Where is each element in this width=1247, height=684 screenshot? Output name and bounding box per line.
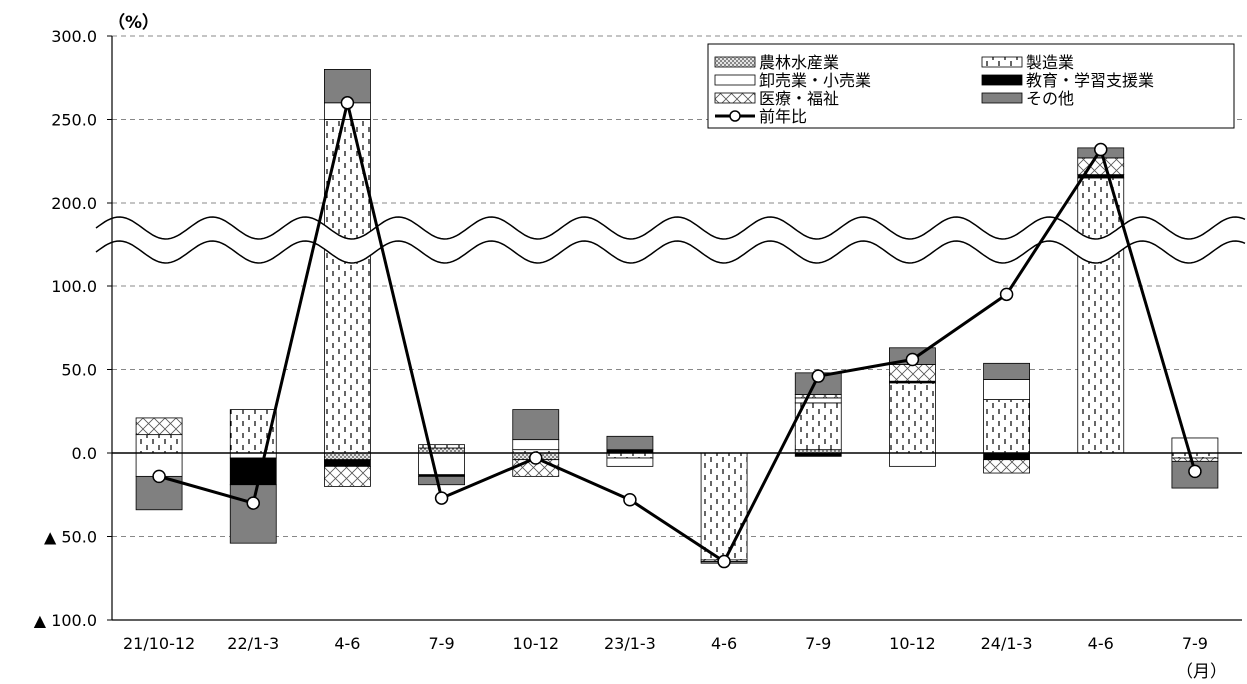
- bar-segment: [889, 452, 936, 467]
- y-tick-label: 0.0: [72, 444, 97, 463]
- bar-segment: [794, 397, 842, 404]
- bar-segment: [983, 459, 1030, 474]
- line-point: [717, 554, 731, 569]
- bar-segment: [1171, 457, 1219, 462]
- legend-swatch: [714, 56, 756, 68]
- yoy-line: [152, 96, 1202, 569]
- bar-segment: [606, 452, 654, 459]
- tick-labels: ▲ 100.0 ▲ 50.0 0.0 50.0 100.0 200.0 250.0 300.0…: [34, 27, 1208, 653]
- line-point: [623, 493, 637, 507]
- axes: [107, 35, 1242, 621]
- bar-segment: [1077, 177, 1125, 454]
- line-point: [246, 496, 260, 510]
- bar-segment: [324, 452, 371, 461]
- line-point: [811, 369, 825, 383]
- legend-swatch: [714, 92, 756, 104]
- bar-segment: [983, 362, 1030, 380]
- bar-segment: [794, 402, 842, 451]
- bar-segment: [324, 119, 371, 454]
- bar-segment: [983, 379, 1030, 400]
- bar-segment: [606, 435, 654, 451]
- y-unit-label: （%）: [108, 12, 159, 33]
- bar-segment: [1171, 452, 1219, 459]
- x-tick-label: 10-12: [513, 634, 560, 653]
- bar-segment: [324, 465, 371, 487]
- line-point: [999, 287, 1014, 302]
- bar-segment: [794, 394, 842, 399]
- legend-point-swatch: [729, 110, 741, 122]
- bar-segment: [1171, 437, 1219, 454]
- line-point: [434, 491, 449, 505]
- legend-label: 教育・学習支援業: [1026, 71, 1154, 90]
- axis-break-wave: [95, 216, 1246, 264]
- x-tick-label: 7-9: [429, 634, 455, 653]
- bar-segment: [135, 417, 183, 436]
- bar-segment: [418, 444, 465, 449]
- x-tick-label: 4-6: [1088, 634, 1114, 653]
- legend-label: 農林水産業: [759, 53, 839, 72]
- x-tick-label: 22/1-3: [227, 634, 279, 653]
- y-tick-label: ▲ 100.0: [34, 611, 97, 630]
- x-unit-label: （月）: [1176, 662, 1227, 682]
- bar-segment: [229, 457, 277, 486]
- legend-label: 製造業: [1026, 53, 1074, 72]
- legend-swatch: [981, 92, 1023, 104]
- line-point: [529, 451, 543, 465]
- line-point: [1188, 464, 1202, 479]
- axis-break-band: [96, 217, 1246, 263]
- bar-segment: [889, 364, 936, 382]
- bar-segment: [983, 399, 1030, 454]
- x-tick-label: 10-12: [889, 634, 936, 653]
- legend-label: 医療・福祉: [759, 89, 839, 108]
- y-tick-label: 300.0: [51, 27, 97, 46]
- legend-label: 卸売業・小売業: [759, 71, 871, 90]
- bar-segment: [606, 457, 654, 467]
- bar-segment: [512, 439, 560, 451]
- line-series-yoy: [158, 101, 1197, 564]
- bar-segment: [324, 459, 371, 467]
- bar-segment: [983, 452, 1030, 461]
- x-tick-label: 21/10-12: [123, 634, 195, 653]
- bar-segment: [512, 409, 560, 441]
- x-tick-label: 23/1-3: [604, 634, 656, 653]
- bar-segment: [700, 452, 748, 561]
- x-tick-label: 4-6: [711, 634, 737, 653]
- line-point: [1094, 142, 1108, 157]
- legend-label: 前年比: [759, 107, 807, 126]
- line-point: [340, 96, 355, 110]
- x-tick-label: 7-9: [1182, 634, 1208, 653]
- bar-segment: [418, 447, 465, 454]
- bar-segment: [135, 434, 183, 454]
- axis-break-line: [95, 240, 1246, 264]
- line-point: [152, 469, 166, 484]
- bar-segment: [229, 484, 277, 544]
- legend-swatch: [981, 74, 1023, 86]
- y-tick-label: ▲ 50.0: [44, 528, 97, 547]
- legend-label: その他: [1026, 89, 1074, 108]
- legend-swatch: [714, 74, 756, 86]
- legend-box: [707, 43, 1235, 129]
- bar-segment: [418, 452, 465, 476]
- legend-swatch: [981, 56, 1023, 68]
- line-point: [905, 352, 920, 367]
- x-tick-label: 7-9: [805, 634, 831, 653]
- axis-break-line: [95, 216, 1246, 240]
- y-tick-label: 100.0: [51, 277, 97, 296]
- bar-segment: [889, 382, 936, 454]
- y-tick-label: 250.0: [51, 111, 97, 130]
- x-tick-label: 4-6: [334, 634, 360, 653]
- bar-segment: [418, 475, 465, 486]
- bar-segment: [229, 452, 277, 459]
- x-tick-label: 24/1-3: [981, 634, 1033, 653]
- y-tick-label: 200.0: [51, 194, 97, 213]
- y-tick-label: 50.0: [61, 361, 97, 380]
